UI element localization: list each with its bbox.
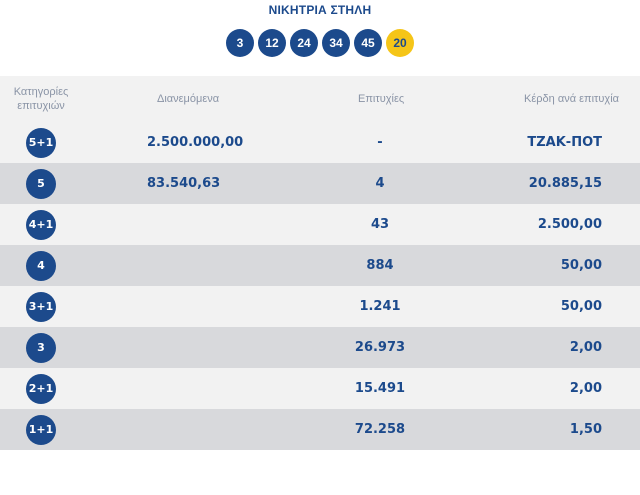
prize-cell: 50,00: [560, 258, 602, 273]
table-row: 1+1 72.258 1,50: [0, 409, 640, 450]
table-row: 2+1 15.491 2,00: [0, 368, 640, 409]
prize-cell: 2,00: [569, 381, 602, 396]
category-badge: 3+1: [26, 291, 56, 322]
prize-cell: 2,00: [569, 340, 602, 355]
winning-number-ball: 34: [322, 29, 350, 57]
prize-cell: 50,00: [560, 299, 602, 314]
category-badge: 5: [26, 168, 56, 199]
table-row: 3+1 1.241 50,00: [0, 286, 640, 327]
prize-cell: 20.885,15: [528, 176, 602, 191]
distributed-cell: 2.500.000,00: [147, 135, 244, 150]
winning-number-ball: 45: [354, 29, 382, 57]
distributed-cell: [82, 286, 294, 327]
winning-number-ball: 24: [290, 29, 318, 57]
column-header-prize: Κέρδη ανά επιτυχία: [524, 93, 619, 105]
winners-cell: 43: [370, 217, 390, 232]
winning-numbers: 3 12 24 34 45 20: [0, 29, 640, 57]
table-row: 4 884 50,00: [0, 245, 640, 286]
distributed-cell: [82, 245, 294, 286]
table-row: 3 26.973 2,00: [0, 327, 640, 368]
category-badge: 2+1: [26, 373, 56, 404]
table-row: 5 83.540,63 4 20.885,15: [0, 163, 640, 204]
category-badge: 4: [26, 250, 56, 281]
winners-cell: -: [377, 135, 383, 150]
prize-distribution-table: Κατηγορίες επιτυχιών Διανεμόμενα Επιτυχί…: [0, 76, 640, 450]
winners-cell: 15.491: [354, 381, 406, 396]
category-badge: 3: [26, 332, 56, 363]
distributed-cell: 83.540,63: [147, 176, 221, 191]
table-header-row: Κατηγορίες επιτυχιών Διανεμόμενα Επιτυχί…: [0, 76, 640, 122]
category-badge: 1+1: [26, 414, 56, 445]
category-badge: 5+1: [26, 127, 56, 158]
winning-number-ball: 12: [258, 29, 286, 57]
prize-cell: ΤΖΑΚ-ΠΟΤ: [527, 135, 602, 150]
distributed-cell: [82, 409, 294, 450]
table-row: 5+1 2.500.000,00 - ΤΖΑΚ-ΠΟΤ: [0, 122, 640, 163]
column-header-winners: Επιτυχίες: [358, 93, 405, 105]
column-header-category-line1: Κατηγορίες: [13, 86, 69, 98]
winners-cell: 884: [366, 258, 394, 273]
distributed-cell: [82, 327, 294, 368]
distributed-cell: [82, 204, 294, 245]
winners-cell: 1.241: [359, 299, 401, 314]
winning-column-header: ΝΙΚΗΤΡΙΑ ΣΤΗΛΗ 3 12 24 34 45 20: [0, 0, 640, 76]
category-badge: 4+1: [26, 209, 56, 240]
column-header-category-line2: επιτυχιών: [17, 100, 65, 112]
joker-number-ball: 20: [386, 29, 414, 57]
column-header-category: Κατηγορίες επιτυχιών: [0, 76, 82, 122]
table-row: 4+1 43 2.500,00: [0, 204, 640, 245]
prize-cell: 2.500,00: [537, 217, 602, 232]
winners-cell: 4: [375, 176, 385, 191]
prize-cell: 1,50: [569, 422, 602, 437]
distributed-cell: [82, 368, 294, 409]
winners-cell: 26.973: [354, 340, 406, 355]
column-header-distributed: Διανεμόμενα: [157, 93, 220, 105]
winning-column-title: ΝΙΚΗΤΡΙΑ ΣΤΗΛΗ: [268, 3, 372, 17]
winners-cell: 72.258: [354, 422, 406, 437]
winning-number-ball: 3: [226, 29, 254, 57]
